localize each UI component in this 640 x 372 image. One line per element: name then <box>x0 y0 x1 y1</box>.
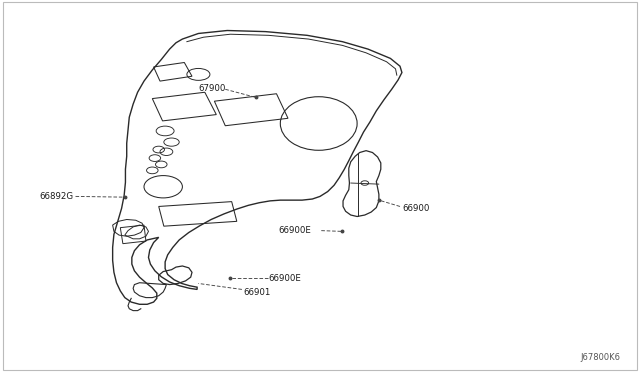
Text: 66901: 66901 <box>243 288 271 296</box>
Text: 66900E: 66900E <box>269 274 301 283</box>
Text: 66900: 66900 <box>402 204 429 213</box>
Text: 67900: 67900 <box>198 84 226 93</box>
Text: 66900E: 66900E <box>278 226 311 235</box>
Text: 66892G: 66892G <box>40 192 74 201</box>
Text: J67800K6: J67800K6 <box>581 353 621 362</box>
